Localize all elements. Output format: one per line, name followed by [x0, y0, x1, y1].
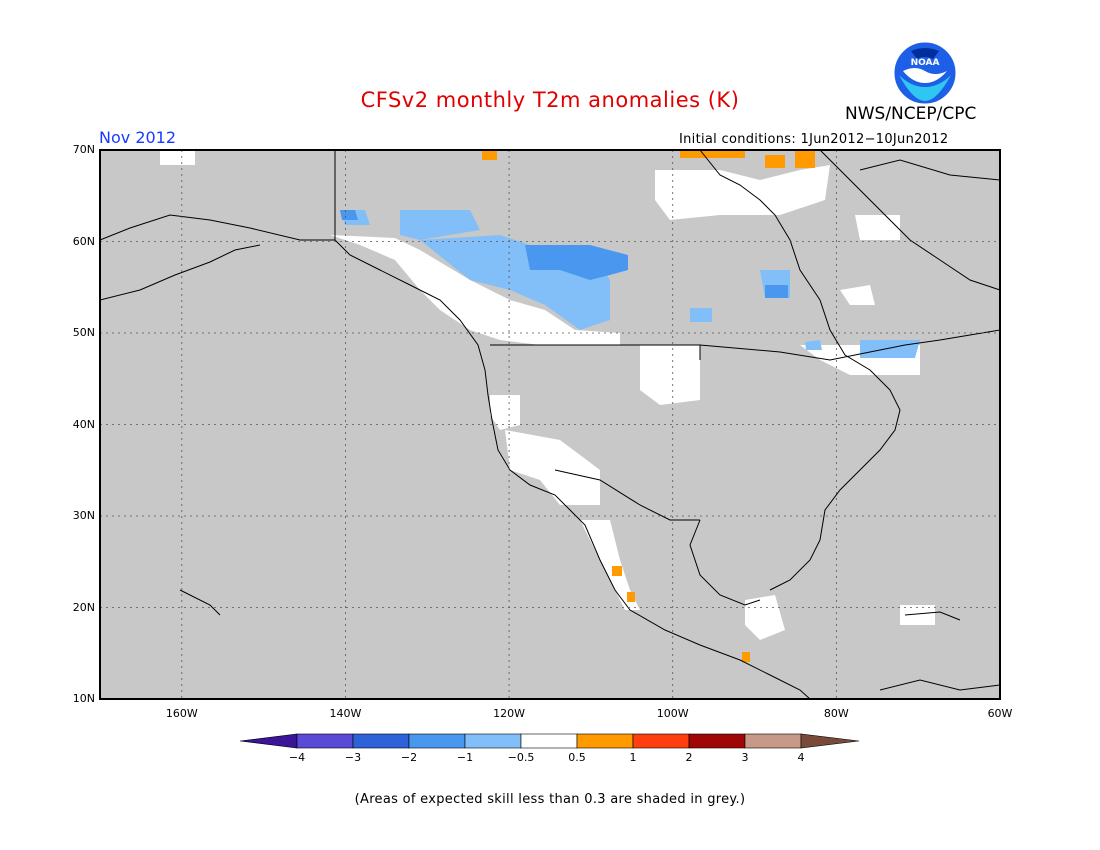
colorbar-tick-label: −2 — [400, 751, 418, 764]
anomaly-cells — [160, 150, 935, 662]
anomaly-region — [627, 592, 635, 602]
colorbar-swatch — [296, 733, 354, 749]
longitude-label: 100W — [656, 707, 689, 720]
anomaly-region — [490, 395, 520, 430]
longitude-label: 140W — [329, 707, 362, 720]
latitude-label: 60N — [72, 234, 95, 248]
colorbar-tick-label: 2 — [685, 751, 693, 764]
anomaly-region — [655, 165, 830, 220]
colorbar-swatch — [632, 733, 690, 749]
latitude-label: 10N — [72, 692, 95, 705]
colorbar-swatch — [408, 733, 466, 749]
coastline — [689, 519, 761, 606]
anomaly-region — [795, 150, 815, 168]
chart-title: CFSv2 monthly T2m anomalies (K) — [360, 88, 740, 112]
anomaly-region — [855, 215, 900, 240]
map-frame — [99, 149, 1001, 700]
coastline — [859, 159, 1001, 181]
coastlines — [99, 149, 1001, 700]
coastline — [819, 149, 1001, 291]
anomaly-region — [900, 605, 935, 625]
footnote: (Areas of expected skill less than 0.3 a… — [354, 792, 746, 807]
latitude-label: 50N — [72, 326, 95, 339]
colorbar-swatch — [744, 733, 802, 749]
longitude-label: 80W — [823, 707, 849, 720]
coastline — [554, 469, 700, 521]
coastline — [699, 329, 1001, 361]
colorbar-high-arrow — [800, 733, 860, 749]
colorbar-swatch — [352, 733, 410, 749]
noaa-logo-icon: NOAA — [893, 41, 957, 105]
forecast-period: Nov 2012 — [99, 128, 177, 147]
colorbar-tick-label: 4 — [797, 751, 805, 764]
colorbar-low-arrow — [239, 733, 298, 749]
colorbar-swatch — [576, 733, 634, 749]
colorbar-swatch — [688, 733, 746, 749]
colorbar-tick-label: 3 — [741, 751, 749, 764]
anomaly-region — [765, 285, 788, 298]
anomaly-region — [840, 285, 875, 305]
anomaly-region — [482, 150, 497, 160]
organization-label: NWS/NCEP/CPC — [845, 104, 977, 124]
coastline — [99, 244, 261, 301]
anomaly-region — [745, 595, 785, 640]
gridlines — [100, 150, 1000, 699]
latitude-label: 30N — [72, 509, 95, 522]
anomaly-region — [765, 155, 785, 168]
longitude-label: 60W — [987, 707, 1013, 720]
coastline — [99, 214, 811, 700]
colorbar-tick-label: −3 — [344, 751, 362, 764]
anomaly-region — [612, 566, 622, 576]
anomaly-region — [580, 520, 640, 610]
anomaly-region — [742, 652, 750, 662]
noaa-logo-text: NOAA — [911, 58, 940, 68]
anomaly-region — [505, 430, 600, 505]
colorbar-swatch — [520, 733, 578, 749]
initial-conditions: Initial conditions: 1Jun2012−10Jun2012 — [679, 132, 949, 147]
latitude-label: 20N — [72, 600, 95, 614]
anomaly-region — [805, 340, 822, 350]
colorbar-swatch — [464, 733, 522, 749]
anomaly-region — [860, 340, 920, 358]
colorbar-tick-label: −1 — [456, 751, 474, 764]
coastline — [699, 149, 901, 591]
longitude-label: 120W — [493, 707, 526, 720]
anomaly-region — [160, 150, 195, 165]
anomaly-region — [680, 150, 745, 158]
colorbar-tick-label: −4 — [288, 751, 306, 764]
anomaly-region — [330, 235, 620, 345]
anomaly-region — [525, 245, 628, 280]
anomaly-region — [400, 210, 480, 240]
longitude-label: 160W — [165, 707, 198, 720]
colorbar-tick-label: 0.5 — [568, 751, 586, 764]
latitude-label: 40N — [72, 417, 95, 431]
colorbar-tick-label: −0.5 — [507, 751, 535, 764]
colorbar — [239, 733, 860, 749]
coastline — [879, 679, 1001, 691]
coastline — [179, 589, 221, 616]
colorbar-tick-label: 1 — [629, 751, 637, 764]
anomaly-region — [690, 308, 712, 322]
latitude-label: 70N — [72, 143, 95, 156]
anomaly-region — [640, 345, 700, 405]
anomaly-region — [340, 210, 358, 220]
coastline — [904, 611, 961, 621]
